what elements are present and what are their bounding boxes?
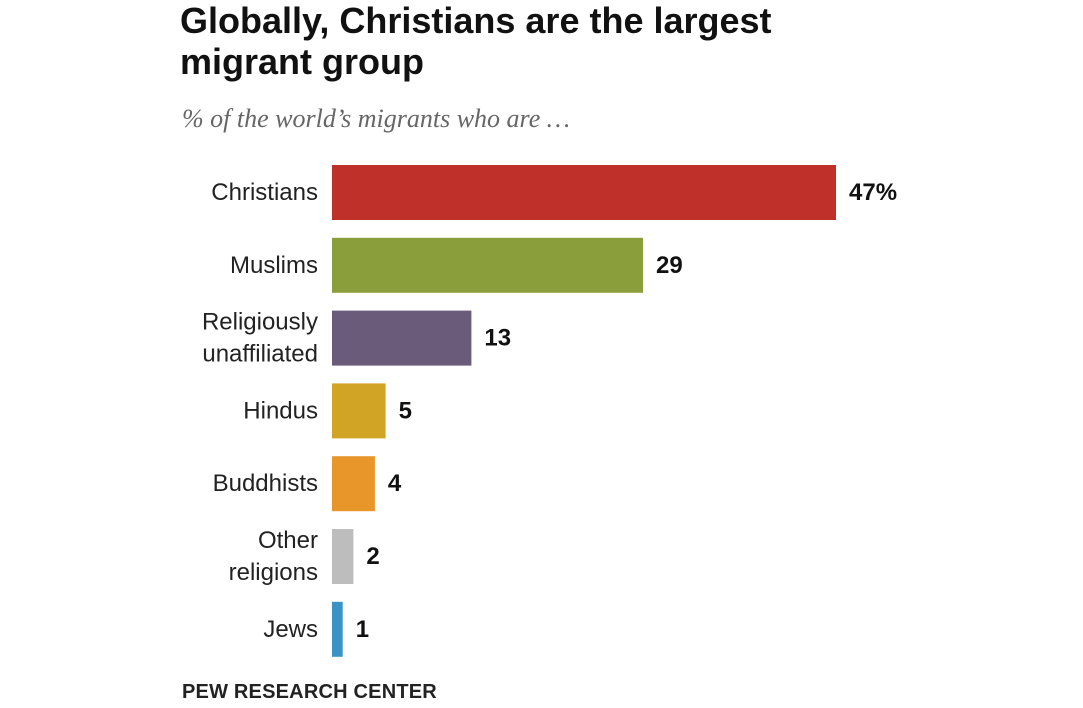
category-label-5-line-1: religions [229, 559, 318, 586]
bar-6 [332, 601, 343, 657]
bar-2 [332, 310, 472, 366]
bar-3 [332, 383, 386, 439]
source-credit: PEW RESEARCH CENTER [182, 681, 437, 703]
chart-title-line-2: migrant group [180, 41, 424, 82]
category-label-2-line-0: Religiously [202, 309, 318, 336]
value-label-0: 47% [849, 179, 897, 206]
value-label-3: 5 [399, 397, 412, 424]
chart-title-line-1: Globally, Christians are the largest [180, 0, 772, 41]
bar-1 [332, 237, 643, 293]
category-label-0: Christians [211, 179, 318, 206]
chart-title: Globally, Christians are the largest mig… [180, 0, 940, 82]
category-label-6: Jews [263, 616, 318, 643]
value-label-4: 4 [388, 470, 402, 497]
value-label-5: 2 [366, 543, 379, 570]
category-label-4: Buddhists [213, 470, 318, 497]
value-label-2: 13 [484, 325, 511, 352]
bar-4 [332, 456, 375, 512]
category-label-2-line-1: unaffiliated [202, 341, 318, 368]
value-label-6: 1 [356, 616, 369, 643]
chart-subtitle: % of the world’s migrants who are … [182, 104, 570, 133]
category-label-3: Hindus [243, 397, 318, 424]
category-label-1: Muslims [230, 252, 318, 279]
bar-5 [332, 529, 354, 584]
bar-0 [332, 165, 836, 220]
value-label-1: 29 [656, 252, 683, 279]
category-label-5-line-0: Other [258, 527, 318, 554]
